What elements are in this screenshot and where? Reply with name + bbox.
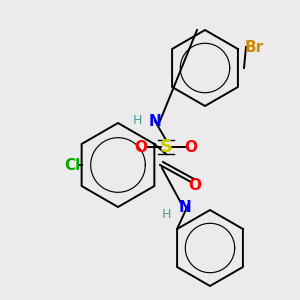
Text: Br: Br bbox=[244, 40, 264, 55]
Text: O: O bbox=[188, 178, 202, 194]
Text: H: H bbox=[161, 208, 171, 220]
Text: O: O bbox=[134, 140, 148, 154]
Text: Cl: Cl bbox=[64, 158, 80, 172]
Text: N: N bbox=[148, 113, 161, 128]
Text: S: S bbox=[160, 138, 172, 156]
Text: H: H bbox=[132, 115, 142, 128]
Text: O: O bbox=[184, 140, 197, 154]
Text: N: N bbox=[178, 200, 191, 214]
